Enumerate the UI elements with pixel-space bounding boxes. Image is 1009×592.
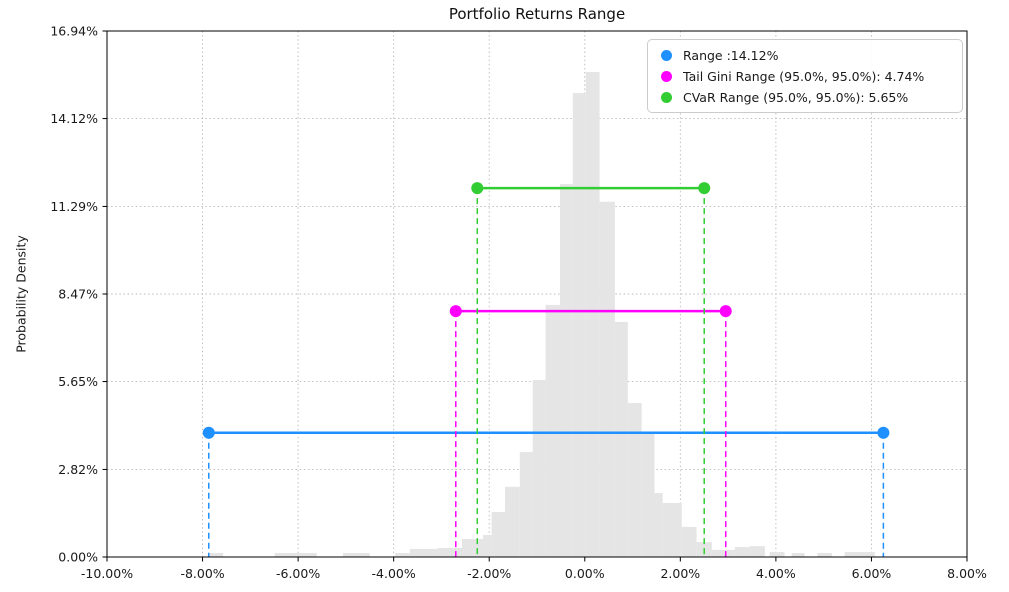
histogram-bar — [681, 526, 697, 557]
y-tick-label: 2.82% — [58, 462, 98, 477]
histogram-bar — [817, 552, 832, 557]
legend: Range :14.12% Tail Gini Range (95.0%, 95.… — [647, 39, 963, 113]
histogram-bar — [461, 538, 484, 557]
y-tick-label: 16.94% — [50, 24, 98, 39]
y-tick-label: 5.65% — [58, 374, 98, 389]
histogram-bar — [519, 452, 533, 557]
range-endpoint-marker — [877, 426, 890, 439]
tail-gini-range-endpoint-marker — [719, 305, 732, 318]
histogram-bar — [437, 547, 462, 557]
histogram-bar — [662, 502, 682, 557]
legend-entry: CVaR Range (95.0%, 95.0%): 5.65% — [648, 88, 952, 106]
x-tick-label: -8.00% — [180, 566, 224, 581]
x-tick-label: 8.00% — [947, 566, 987, 581]
histogram-bar — [749, 546, 765, 557]
x-tick-label: 0.00% — [565, 566, 605, 581]
y-tick-label: 0.00% — [58, 550, 98, 565]
histogram-bar — [599, 201, 615, 557]
x-tick-label: 4.00% — [756, 566, 796, 581]
histogram-bar — [491, 511, 505, 557]
histogram-bar — [769, 552, 785, 557]
histogram-bar — [614, 321, 628, 557]
y-tick-label: 11.29% — [50, 199, 98, 214]
histogram-bar — [641, 431, 655, 557]
histogram-bar — [711, 549, 735, 557]
y-tick-label: 14.12% — [50, 111, 98, 126]
legend-entry: Range :14.12% — [648, 46, 952, 64]
legend-entry-label: CVaR Range (95.0%, 95.0%): 5.65% — [683, 89, 909, 105]
x-tick-label: 2.00% — [660, 566, 700, 581]
histogram-bar — [844, 552, 875, 557]
y-axis-label: Probability Density — [13, 235, 29, 353]
x-tick-label: -2.00% — [467, 566, 511, 581]
histogram-bar — [532, 380, 546, 557]
y-tick-label: 8.47% — [58, 287, 98, 302]
x-tick-label: -6.00% — [276, 566, 320, 581]
tail-gini-range-endpoint-marker — [449, 305, 462, 318]
histogram-bar — [343, 552, 370, 557]
x-tick-label: 6.00% — [852, 566, 892, 581]
circle-marker-icon — [661, 91, 672, 103]
histogram-bar — [734, 547, 750, 557]
circle-marker-icon — [661, 70, 672, 82]
histogram-bar — [274, 552, 317, 557]
histogram-bar — [504, 486, 520, 557]
x-tick-label: -10.00% — [81, 566, 133, 581]
histogram-bar — [572, 93, 586, 557]
legend-entry-label: Tail Gini Range (95.0%, 95.0%): 4.74% — [683, 68, 925, 84]
legend-entry-label: Range :14.12% — [683, 47, 779, 63]
legend-entry: Tail Gini Range (95.0%, 95.0%): 4.74% — [648, 67, 952, 85]
histogram-bar — [409, 548, 438, 557]
chart-title: Portfolio Returns Range — [448, 5, 626, 23]
histogram-bar — [545, 304, 560, 557]
x-tick-label: -4.00% — [372, 566, 416, 581]
histogram-bar — [483, 534, 492, 557]
range-endpoint-marker — [202, 426, 215, 439]
histogram-bar — [654, 493, 663, 557]
circle-marker-icon — [661, 49, 672, 61]
histogram-bar — [395, 552, 410, 557]
histogram-bar — [559, 184, 573, 558]
histogram-bar — [207, 552, 224, 557]
histogram-bar — [791, 552, 805, 557]
histogram-bar — [585, 71, 600, 558]
cvar-range-endpoint-marker — [698, 182, 711, 195]
histogram-bar — [627, 402, 642, 557]
cvar-range-endpoint-marker — [471, 182, 484, 195]
